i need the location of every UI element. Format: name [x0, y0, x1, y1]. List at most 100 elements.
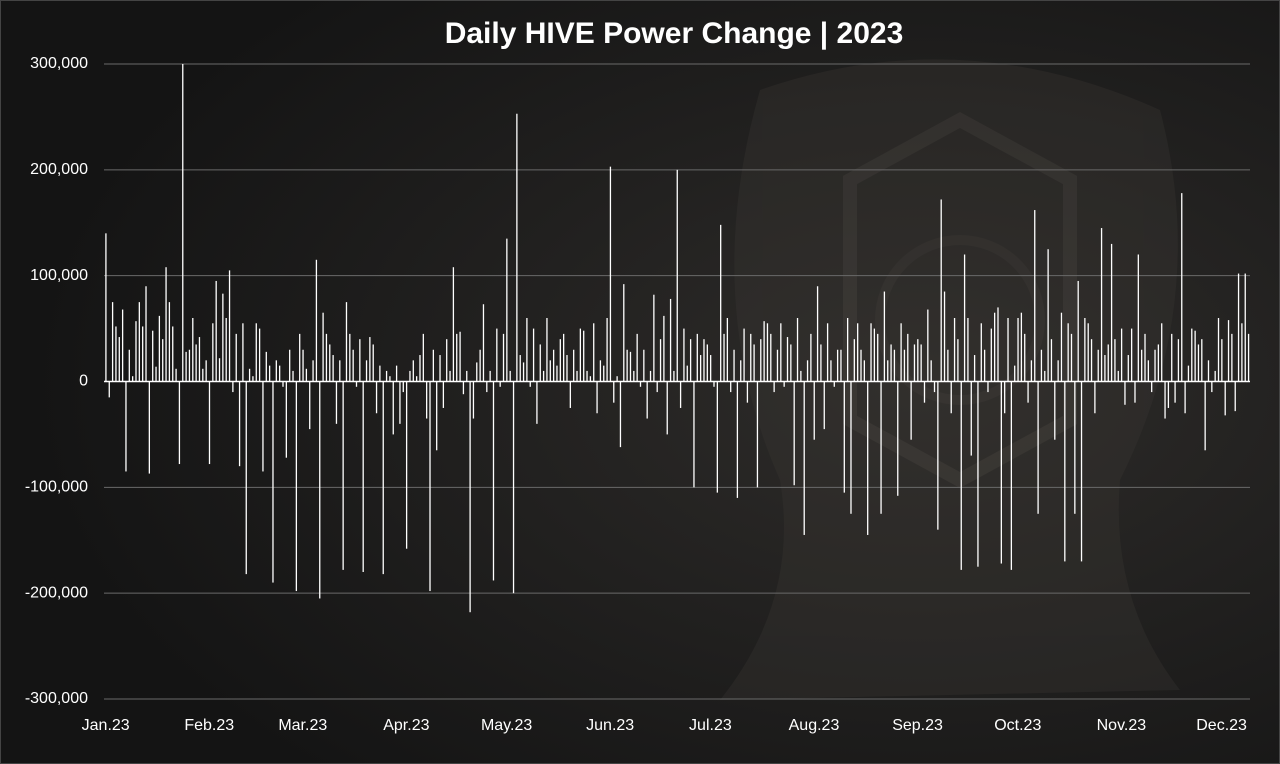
x-tick-label: Apr.23	[383, 717, 429, 734]
bar	[1231, 333, 1233, 382]
bar	[893, 349, 896, 382]
bar	[1214, 370, 1216, 382]
bar	[506, 238, 508, 382]
bar	[472, 381, 475, 419]
bar	[1137, 254, 1139, 382]
bar	[1211, 381, 1213, 393]
bar	[623, 284, 625, 382]
bar	[195, 344, 197, 382]
bar	[810, 333, 812, 382]
bar	[1090, 339, 1093, 382]
bar	[289, 349, 291, 382]
bar	[325, 333, 328, 382]
bar	[275, 360, 277, 382]
bar	[188, 349, 191, 382]
bar	[643, 349, 645, 382]
x-tick-label: Jan.23	[82, 717, 130, 734]
bar	[492, 381, 495, 581]
bar	[629, 351, 632, 382]
bar	[880, 381, 882, 514]
bar	[900, 323, 902, 382]
bar	[1010, 381, 1013, 570]
bar	[482, 304, 485, 382]
bar	[359, 339, 361, 382]
bar	[783, 381, 785, 387]
bar	[850, 381, 852, 514]
bar	[710, 355, 712, 382]
bar	[980, 323, 982, 382]
bar	[1120, 328, 1123, 382]
y-tick-label: 200,000	[30, 161, 88, 178]
bar	[218, 358, 221, 382]
bar	[395, 365, 398, 382]
bar	[994, 312, 996, 382]
bar	[666, 381, 668, 435]
bar	[973, 355, 976, 382]
bar	[422, 333, 424, 382]
bar	[750, 333, 752, 382]
bar	[238, 381, 241, 467]
bar	[990, 328, 992, 382]
bar	[937, 381, 939, 530]
bar	[469, 381, 471, 613]
bar	[867, 381, 869, 535]
bar	[676, 169, 678, 382]
bar	[1067, 323, 1069, 382]
bar	[589, 376, 592, 382]
bar	[152, 330, 154, 382]
bar	[776, 349, 779, 382]
bar	[332, 355, 334, 382]
bar	[927, 309, 929, 382]
bar	[763, 321, 765, 382]
bar	[616, 376, 618, 382]
x-tick-label: Oct.23	[994, 717, 1041, 734]
bar	[415, 376, 418, 382]
bar	[1060, 312, 1063, 382]
bar	[1134, 381, 1136, 403]
bar	[1027, 381, 1029, 403]
bar	[923, 381, 926, 403]
x-tick-label: Dec.23	[1196, 717, 1247, 734]
bar	[499, 381, 501, 387]
bar	[963, 254, 966, 382]
bar	[793, 381, 795, 486]
bar	[1227, 320, 1230, 382]
bar	[873, 328, 876, 382]
bar	[1080, 381, 1083, 562]
bar	[272, 381, 274, 583]
x-tick-label: Feb.23	[184, 717, 234, 734]
bar	[1044, 370, 1046, 382]
bar	[636, 333, 638, 382]
bar	[940, 199, 942, 382]
bar	[723, 333, 725, 382]
bar	[442, 381, 445, 408]
bar	[185, 351, 187, 382]
bar	[947, 349, 949, 382]
bar	[172, 326, 174, 382]
bar	[930, 360, 932, 382]
bar	[599, 360, 602, 382]
bar	[198, 337, 201, 382]
bar	[626, 349, 628, 382]
bar	[1181, 193, 1183, 382]
bar	[362, 381, 364, 572]
bar	[1004, 381, 1006, 414]
bar	[1161, 323, 1163, 382]
bar	[800, 370, 802, 382]
bar	[1177, 339, 1180, 382]
bar	[696, 333, 698, 382]
bar	[1164, 381, 1166, 419]
bar	[1034, 210, 1036, 382]
bar	[756, 381, 759, 488]
bar	[516, 113, 518, 382]
bar	[770, 333, 772, 382]
bar	[268, 365, 271, 382]
bar	[235, 333, 237, 382]
bar	[436, 381, 438, 451]
bar	[987, 381, 989, 393]
bar	[1040, 349, 1043, 382]
bar	[392, 381, 394, 435]
bar	[539, 344, 541, 382]
bar	[863, 360, 866, 382]
